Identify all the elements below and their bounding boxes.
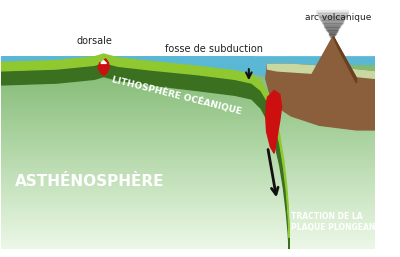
Polygon shape bbox=[0, 62, 289, 249]
Polygon shape bbox=[0, 54, 289, 238]
Polygon shape bbox=[266, 90, 282, 153]
Text: TRACTION DE LA
PLAQUE PLONGEANTE: TRACTION DE LA PLAQUE PLONGEANTE bbox=[291, 212, 386, 232]
Polygon shape bbox=[0, 57, 277, 78]
Text: fosse de subduction: fosse de subduction bbox=[165, 44, 263, 54]
Polygon shape bbox=[266, 64, 375, 130]
Polygon shape bbox=[101, 61, 106, 63]
Polygon shape bbox=[268, 64, 375, 78]
Polygon shape bbox=[0, 57, 375, 72]
Text: ASTHÉNOSPHÈRE: ASTHÉNOSPHÈRE bbox=[15, 174, 164, 189]
Text: LITHOSPHÈRE OCÉANIQUE: LITHOSPHÈRE OCÉANIQUE bbox=[111, 75, 243, 116]
Text: arc volcanique: arc volcanique bbox=[305, 13, 371, 22]
Polygon shape bbox=[98, 59, 109, 76]
Text: dorsale: dorsale bbox=[76, 36, 112, 46]
Polygon shape bbox=[333, 36, 356, 83]
Polygon shape bbox=[310, 36, 356, 78]
